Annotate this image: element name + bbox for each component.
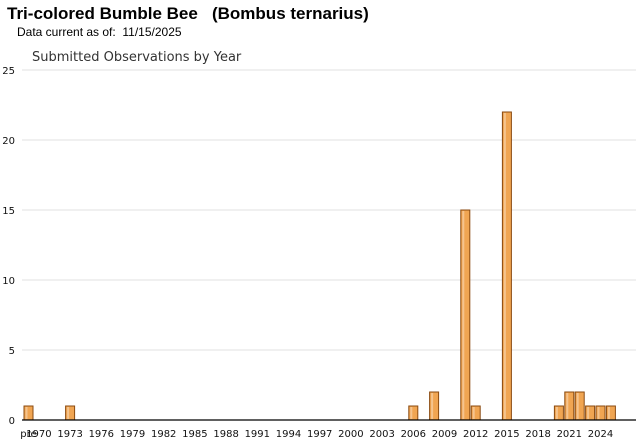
bars	[23, 111, 616, 421]
x-tick-label: 2015	[494, 429, 519, 440]
bar-2024[interactable]	[595, 405, 606, 421]
y-tick-label: 10	[2, 276, 15, 287]
y-tick-label: 25	[2, 66, 15, 77]
x-tick-label: 1982	[151, 429, 176, 440]
x-tick-label: 2009	[432, 429, 457, 440]
bar-2020[interactable]	[553, 405, 564, 421]
bar-highlight	[462, 211, 465, 419]
bar-pre[interactable]	[23, 405, 34, 421]
bar-2021[interactable]	[564, 391, 575, 421]
bar-highlight	[607, 407, 610, 419]
bar-2025[interactable]	[605, 405, 616, 421]
page-title: Tri-colored Bumble Bee (Bombus ternarius…	[7, 4, 369, 23]
bar-highlight	[431, 393, 434, 419]
chart-title: Submitted Observations by Year	[32, 50, 242, 65]
y-tick-label: 20	[2, 136, 15, 147]
x-tick-label: pre	[20, 429, 36, 440]
x-tick-label: 1973	[57, 429, 82, 440]
bar-highlight	[555, 407, 558, 419]
bar-2008[interactable]	[429, 391, 440, 421]
x-tick-label: 1997	[307, 429, 332, 440]
bar-highlight	[25, 407, 28, 419]
x-tick-label: 1970	[26, 429, 51, 440]
x-tick-label: 1985	[182, 429, 207, 440]
x-tick-label: 2024	[588, 429, 613, 440]
bar-highlight	[472, 407, 475, 419]
bar-2022[interactable]	[574, 391, 585, 421]
data-current-date: Data current as of: 11/15/2025	[17, 25, 182, 39]
y-axis: 0 5 10 15 20 25	[2, 66, 15, 427]
bar-1973[interactable]	[65, 405, 76, 421]
bar-2011[interactable]	[460, 209, 471, 421]
x-tick-label: 2012	[463, 429, 488, 440]
bar-2012[interactable]	[470, 405, 481, 421]
x-tick-label: 1988	[213, 429, 238, 440]
bar-2006[interactable]	[408, 405, 419, 421]
bar-highlight	[576, 393, 579, 419]
x-tick-label: 1979	[120, 429, 145, 440]
x-tick-label: 2021	[557, 429, 582, 440]
bar-2015[interactable]	[501, 111, 512, 421]
bar-highlight	[410, 407, 413, 419]
x-tick-label: 1991	[245, 429, 270, 440]
x-tick-label: 1976	[89, 429, 114, 440]
y-tick-label: 5	[9, 346, 15, 357]
bar-highlight	[503, 113, 506, 419]
x-tick-label: 1994	[276, 429, 301, 440]
bar-highlight	[597, 407, 600, 419]
y-tick-label: 0	[9, 416, 15, 427]
y-tick-label: 15	[2, 206, 15, 217]
x-tick-label: 2006	[401, 429, 426, 440]
gridlines	[22, 69, 636, 351]
x-tick-label: 2000	[338, 429, 363, 440]
bar-highlight	[67, 407, 70, 419]
bar-highlight	[587, 407, 590, 419]
bar-highlight	[566, 393, 569, 419]
x-tick-label: 2018	[525, 429, 550, 440]
x-tick-label: 2003	[369, 429, 394, 440]
bar-2023[interactable]	[585, 405, 596, 421]
